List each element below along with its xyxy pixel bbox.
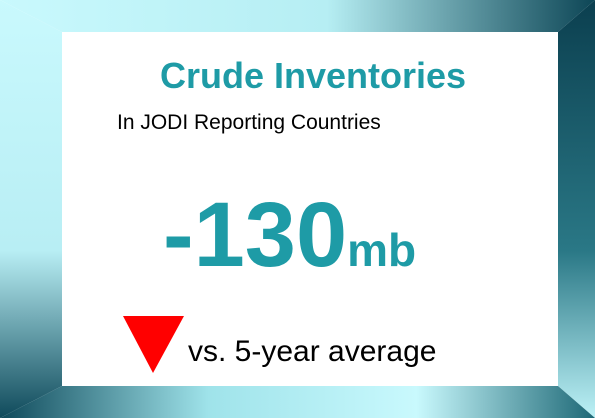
card-subtitle: In JODI Reporting Countries — [117, 111, 381, 134]
kpi-unit: mb — [347, 224, 416, 276]
kpi-number: -130 — [163, 184, 347, 286]
frame-bottom — [0, 386, 595, 418]
frame-right — [558, 0, 595, 418]
card-title: Crude Inventories — [160, 55, 466, 96]
down-arrow — [123, 316, 184, 373]
frame-left — [0, 0, 62, 418]
frame-top — [0, 0, 595, 32]
comparison-label: vs. 5-year average — [188, 335, 436, 368]
kpi-value: -130mb — [163, 184, 416, 286]
